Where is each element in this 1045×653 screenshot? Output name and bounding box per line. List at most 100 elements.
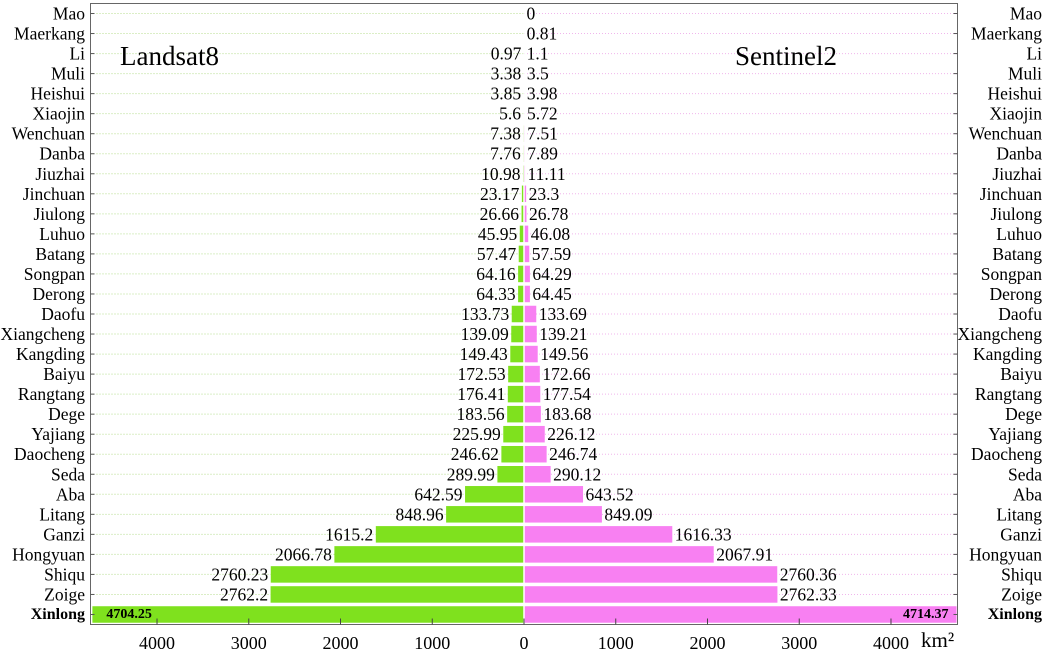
category-label-right-luhuo: Luhuo — [996, 224, 1042, 244]
x-tick-label: 3000 — [231, 633, 267, 653]
category-label-right-ganzi: Ganzi — [1000, 524, 1042, 544]
bars — [92, 25, 957, 623]
value-label-landsat8-heishui: 3.85 — [491, 84, 522, 104]
category-label-left-seda: Seda — [51, 464, 85, 484]
category-label-left-baiyu: Baiyu — [43, 364, 85, 384]
bar-sentinel2-baiyu — [524, 365, 540, 383]
category-label-right-wenchuan: Wenchuan — [969, 124, 1043, 144]
bar-landsat8-daofu — [511, 305, 524, 323]
value-label-landsat8-seda: 289.99 — [447, 464, 495, 484]
value-label-sentinel2-baiyu: 172.66 — [542, 364, 590, 384]
category-label-left-kangding: Kangding — [16, 344, 85, 364]
bar-sentinel2-aba — [524, 486, 584, 503]
category-label-right-litang: Litang — [996, 504, 1042, 524]
x-tick-label: 4000 — [139, 633, 175, 653]
value-label-landsat8-songpan: 64.16 — [476, 264, 516, 284]
bar-landsat8-jiulong — [521, 205, 524, 223]
category-label-left-xinlong: Xinlong — [31, 606, 85, 623]
value-label-landsat8-jinchuan: 23.17 — [480, 184, 520, 204]
value-label-sentinel2-dege: 183.68 — [543, 404, 591, 424]
category-label-right-batang: Batang — [992, 244, 1042, 264]
value-labels: 00.810.97 1.13.38 3.53.85 3.985.6 5.727.38 7.… — [106, 4, 948, 622]
value-label-sentinel2-rangtang: 177.54 — [543, 384, 591, 404]
category-label-right-xinlong: Xinlong — [988, 606, 1042, 623]
category-label-left-heishui: Heishui — [31, 84, 86, 104]
value-label-sentinel2-batang: 57.59 — [532, 244, 572, 264]
category-label-left-danba: Danba — [39, 144, 85, 164]
bar-sentinel2-jiulong — [524, 205, 527, 223]
x-tick-label: 4000 — [873, 633, 909, 653]
bar-sentinel2-xinlong — [524, 606, 957, 623]
value-label-sentinel2-litang: 849.09 — [604, 504, 652, 524]
category-label-right-jiulong: Jiulong — [990, 204, 1042, 224]
value-label-landsat8-dege: 183.56 — [457, 404, 505, 424]
value-label-sentinel2-jinchuan: 23.3 — [529, 184, 560, 204]
x-tick-label: 3000 — [781, 633, 817, 653]
bar-sentinel2-yajiang — [524, 425, 545, 443]
category-label-left-batang: Batang — [35, 244, 85, 264]
category-label-left-daofu: Daofu — [41, 304, 85, 324]
value-label-sentinel2-xinlong: 4714.37 — [903, 607, 949, 622]
bar-landsat8-xiangcheng — [511, 325, 524, 343]
value-label-landsat8-zoige: 2762.2 — [220, 584, 268, 604]
bar-landsat8-aba — [465, 486, 524, 503]
category-label-right-heishui: Heishui — [988, 84, 1043, 104]
value-label-landsat8-batang: 57.47 — [477, 244, 517, 264]
bar-landsat8-seda — [497, 466, 524, 483]
value-label-sentinel2-ganzi: 1616.33 — [675, 524, 732, 544]
value-label-sentinel2-derong: 64.45 — [532, 284, 572, 304]
bar-landsat8-luhuo — [519, 225, 524, 243]
bar-landsat8-hongyuan — [334, 546, 524, 563]
value-label-landsat8-xiangcheng: 139.09 — [461, 324, 509, 344]
bar-landsat8-shiqu — [270, 566, 524, 583]
category-label-right-hongyuan: Hongyuan — [969, 544, 1042, 564]
category-labels-right: MaoMaerkangLiMuliHeishuiXiaojinWenchuanD… — [957, 4, 1042, 623]
category-label-left-jinchuan: Jinchuan — [23, 184, 85, 204]
category-label-right-baiyu: Baiyu — [1000, 364, 1042, 384]
bar-sentinel2-litang — [524, 506, 602, 523]
category-label-right-mao: Mao — [1010, 4, 1042, 24]
bar-landsat8-kangding — [510, 345, 524, 363]
value-label-sentinel2-daocheng: 246.74 — [549, 444, 597, 464]
value-label-sentinel2-li: 1.1 — [527, 44, 549, 64]
bar-sentinel2-ganzi — [524, 526, 673, 543]
category-label-left-shiqu: Shiqu — [44, 564, 85, 584]
x-tick-label: 1000 — [414, 633, 450, 653]
axis-ticks: 4000 3000 2000 1000 0 1000 2000 3000 4000 — [90, 13, 958, 653]
category-label-left-derong: Derong — [33, 284, 86, 304]
value-label-landsat8-baiyu: 172.53 — [458, 364, 506, 384]
category-label-left-li: Li — [69, 44, 85, 64]
value-label-sentinel2-seda: 290.12 — [553, 464, 601, 484]
category-label-right-jinchuan: Jinchuan — [980, 184, 1042, 204]
category-label-right-jiuzhai: Jiuzhai — [992, 164, 1042, 184]
bar-landsat8-zoige — [270, 586, 524, 603]
x-axis-unit-label: km² — [921, 628, 954, 652]
value-label-landsat8-muli: 3.38 — [491, 64, 522, 84]
bar-landsat8-xinlong — [92, 606, 524, 623]
category-label-left-hongyuan: Hongyuan — [12, 544, 85, 564]
category-label-right-seda: Seda — [1008, 464, 1042, 484]
category-label-left-maerkang: Maerkang — [14, 24, 85, 44]
value-label-sentinel2-yajiang: 226.12 — [547, 424, 595, 444]
value-label-sentinel2-zoige: 2762.33 — [780, 584, 837, 604]
value-label-landsat8-jiuzhai: 10.98 — [481, 164, 521, 184]
category-label-right-daofu: Daofu — [998, 304, 1042, 324]
value-label-sentinel2-songpan: 64.29 — [532, 264, 572, 284]
category-label-right-aba: Aba — [1013, 484, 1042, 504]
value-label-sentinel2-danba: 7.89 — [527, 144, 558, 164]
category-label-right-li: Li — [1026, 44, 1042, 64]
value-label-landsat8-xiaojin: 5.6 — [499, 104, 521, 124]
bar-sentinel2-kangding — [524, 345, 538, 363]
category-label-left-xiaojin: Xiaojin — [33, 104, 86, 124]
value-label-sentinel2-hongyuan: 2067.91 — [716, 544, 773, 564]
bar-sentinel2-hongyuan — [524, 546, 714, 563]
category-label-right-daocheng: Daocheng — [971, 444, 1042, 464]
x-tick-label: 2000 — [323, 633, 359, 653]
category-label-right-kangding: Kangding — [973, 344, 1042, 364]
value-label-landsat8-aba: 642.59 — [414, 484, 462, 504]
bar-sentinel2-seda — [524, 466, 551, 483]
value-label-sentinel2-kangding: 149.56 — [540, 344, 588, 364]
bar-sentinel2-songpan — [524, 265, 530, 283]
value-label-landsat8-ganzi: 1615.2 — [325, 524, 373, 544]
bar-sentinel2-daocheng — [524, 445, 547, 463]
